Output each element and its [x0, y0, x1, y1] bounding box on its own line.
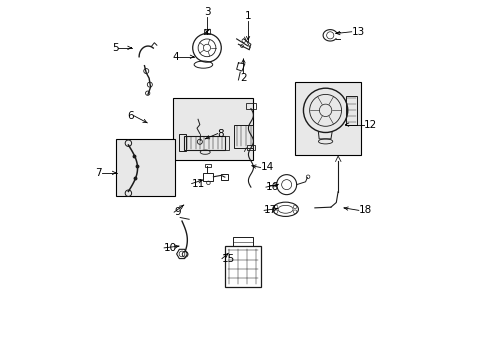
Text: 16: 16 [265, 182, 279, 192]
Bar [246, 103, 255, 109]
Bar [345, 96, 356, 125]
Text: 5: 5 [112, 43, 118, 53]
Bar [173, 98, 253, 160]
Bar [204, 163, 211, 167]
Text: 8: 8 [217, 129, 224, 139]
Text: 7: 7 [95, 168, 102, 178]
Text: 10: 10 [164, 243, 177, 253]
Text: 4: 4 [172, 52, 179, 62]
Text: 18: 18 [358, 205, 371, 215]
Text: 2: 2 [240, 73, 246, 83]
Bar [179, 134, 185, 152]
Text: 9: 9 [174, 207, 181, 217]
Bar [220, 174, 227, 180]
Text: 6: 6 [127, 111, 134, 121]
Bar [294, 82, 360, 155]
Bar [183, 136, 224, 150]
Text: 14: 14 [260, 162, 273, 172]
Bar [246, 145, 255, 150]
Bar [116, 139, 175, 196]
Bar [233, 125, 253, 148]
Text: 1: 1 [244, 11, 251, 21]
Text: 17: 17 [264, 205, 277, 215]
Text: 15: 15 [222, 253, 235, 264]
Bar [232, 237, 252, 246]
Text: 13: 13 [351, 27, 364, 37]
Text: 3: 3 [203, 8, 210, 18]
Text: 11: 11 [191, 179, 204, 189]
Bar [224, 246, 260, 287]
Text: 12: 12 [364, 120, 377, 130]
Bar [203, 173, 213, 181]
Bar [224, 136, 229, 150]
